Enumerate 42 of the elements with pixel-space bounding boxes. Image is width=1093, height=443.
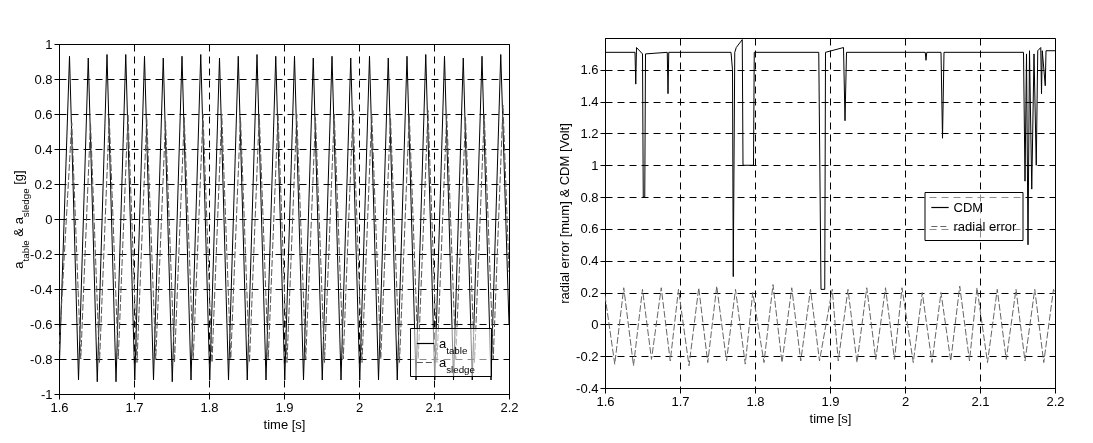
- y-tick-label: 0.8: [580, 189, 599, 205]
- legend-label: CDM: [953, 199, 984, 215]
- y-tick-label: 0.8: [34, 71, 53, 87]
- x-axis-title: time [s]: [263, 416, 306, 432]
- x-tick-label: 2.1: [425, 399, 444, 415]
- y-tick-label: 1.6: [580, 62, 599, 78]
- y-tick-label: 0.4: [580, 253, 599, 269]
- y-tick-label: -0.6: [30, 316, 53, 332]
- y-tick-label: -0.8: [30, 351, 53, 367]
- y-tick-label: 1.4: [580, 94, 599, 110]
- y-tick-label: -0.4: [30, 281, 53, 297]
- legend-label: a$_{sledge}$: [439, 354, 475, 374]
- x-tick-label: 2.2: [1046, 393, 1065, 409]
- y-axis-title: radial error [mum] & CDM [Volt]: [557, 123, 573, 304]
- x-tick-label: 1.8: [746, 393, 765, 409]
- y-tick-label: -0.4: [576, 380, 599, 396]
- x-tick-label: 2.1: [971, 393, 990, 409]
- line-series: [605, 284, 1055, 367]
- x-tick-label: 1.8: [200, 399, 219, 415]
- y-tick-label: 0.2: [580, 285, 599, 301]
- x-tick-label: 1.7: [125, 399, 144, 415]
- x-tick-label: 2.2: [500, 399, 519, 415]
- x-axis-title: time [s]: [809, 410, 852, 426]
- x-tick-label: 1.7: [671, 393, 690, 409]
- legend-label: a$_{table}$: [439, 335, 468, 355]
- y-tick-label: -1: [40, 386, 53, 402]
- y-tick-label: 0: [591, 316, 599, 332]
- x-tick-label: 2: [355, 399, 364, 415]
- y-tick-label: 0.2: [34, 176, 53, 192]
- x-tick-label: 1.9: [275, 399, 294, 415]
- y-tick-label: 1: [591, 157, 599, 173]
- y-tick-label: -0.2: [576, 348, 599, 364]
- y-tick-label: 0: [45, 211, 53, 227]
- x-tick-label: 2: [901, 393, 910, 409]
- y-tick-label: 1.2: [580, 125, 599, 141]
- x-tick-label: 1.9: [821, 393, 840, 409]
- y-tick-label: 0.6: [34, 106, 53, 122]
- y-tick-label: -0.2: [30, 246, 53, 262]
- legend-label: radial error: [953, 218, 1018, 234]
- y-tick-label: 0.6: [580, 221, 599, 237]
- y-tick-label: 0.4: [34, 141, 53, 157]
- y-tick-label: 1: [45, 36, 53, 52]
